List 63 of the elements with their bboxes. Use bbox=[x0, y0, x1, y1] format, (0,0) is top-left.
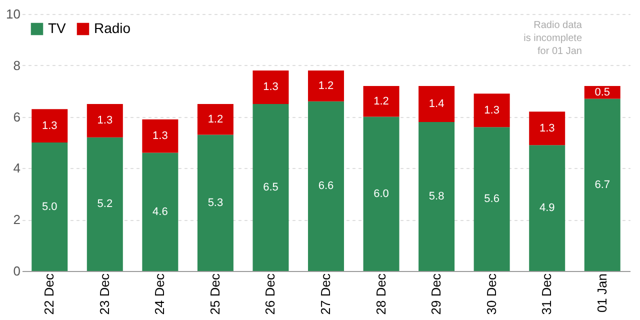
data-label: 5.0 bbox=[42, 200, 58, 213]
bar bbox=[363, 116, 400, 271]
bar bbox=[584, 98, 620, 271]
data-label: 1.3 bbox=[42, 120, 58, 132]
y-tick-label: 10 bbox=[6, 6, 20, 22]
y-tick-label: 0 bbox=[13, 264, 20, 278]
data-label: 5.3 bbox=[208, 196, 224, 209]
bar bbox=[474, 127, 510, 271]
bar bbox=[529, 145, 566, 271]
bar bbox=[308, 101, 344, 271]
y-tick-label: 2 bbox=[13, 212, 20, 228]
bar bbox=[32, 109, 68, 142]
bar bbox=[418, 122, 455, 271]
data-label: 5.8 bbox=[428, 190, 444, 202]
bar bbox=[142, 152, 178, 271]
x-tick-label: 28 Dec bbox=[373, 273, 388, 315]
y-tick-label: 4 bbox=[13, 160, 20, 176]
bar bbox=[529, 112, 566, 146]
x-tick-label: 22 Dec bbox=[42, 273, 57, 315]
bar bbox=[142, 119, 178, 153]
data-label: 1.4 bbox=[428, 98, 444, 110]
annotation: Radio data is incomplete for 01 Jan bbox=[524, 20, 582, 57]
x-tick-label: 27 Dec bbox=[318, 273, 333, 315]
data-label: 1.3 bbox=[263, 81, 278, 94]
bar bbox=[252, 104, 289, 271]
legend-label: Radio bbox=[94, 20, 131, 36]
x-tick-label: 31 Dec bbox=[539, 273, 554, 315]
x-tick-label: 23 Dec bbox=[96, 273, 112, 315]
data-label: 1.3 bbox=[539, 122, 555, 134]
data-label: 5.2 bbox=[97, 198, 113, 210]
data-label: 1.3 bbox=[97, 114, 113, 127]
data-label: 1.2 bbox=[374, 95, 389, 108]
bar bbox=[252, 70, 289, 104]
x-tick-label: 01 Jan bbox=[594, 274, 610, 313]
data-label: 6.7 bbox=[594, 178, 610, 191]
bar bbox=[86, 137, 123, 271]
data-label: 4.9 bbox=[539, 202, 555, 214]
x-tick-label: 30 Dec bbox=[484, 273, 499, 315]
bar bbox=[363, 86, 400, 117]
y-tick-label: 8 bbox=[13, 58, 20, 73]
bar bbox=[32, 142, 68, 271]
data-label: 1.3 bbox=[484, 104, 500, 116]
data-label: 6.5 bbox=[263, 181, 278, 194]
bar bbox=[86, 104, 123, 138]
data-label: 1.3 bbox=[152, 130, 168, 142]
x-tick-label: 24 Dec bbox=[152, 273, 168, 315]
y-tick-label: 6 bbox=[13, 109, 20, 124]
data-label: 6.0 bbox=[374, 188, 389, 200]
data-label: 1.2 bbox=[318, 80, 334, 92]
data-label: 0.5 bbox=[594, 86, 610, 98]
bar bbox=[197, 104, 234, 135]
bar bbox=[474, 94, 510, 128]
data-label: 4.6 bbox=[152, 206, 168, 218]
bar bbox=[418, 86, 455, 122]
legend-label: TV bbox=[48, 20, 67, 36]
bar bbox=[308, 70, 344, 102]
x-tick-label: 29 Dec bbox=[428, 273, 444, 315]
data-label: 6.6 bbox=[318, 180, 334, 192]
x-tick-label: 25 Dec bbox=[207, 273, 222, 315]
data-label: 5.6 bbox=[484, 193, 500, 206]
x-tick-label: 26 Dec bbox=[262, 273, 278, 315]
data-label: 1.2 bbox=[208, 113, 224, 126]
bar bbox=[197, 134, 234, 271]
